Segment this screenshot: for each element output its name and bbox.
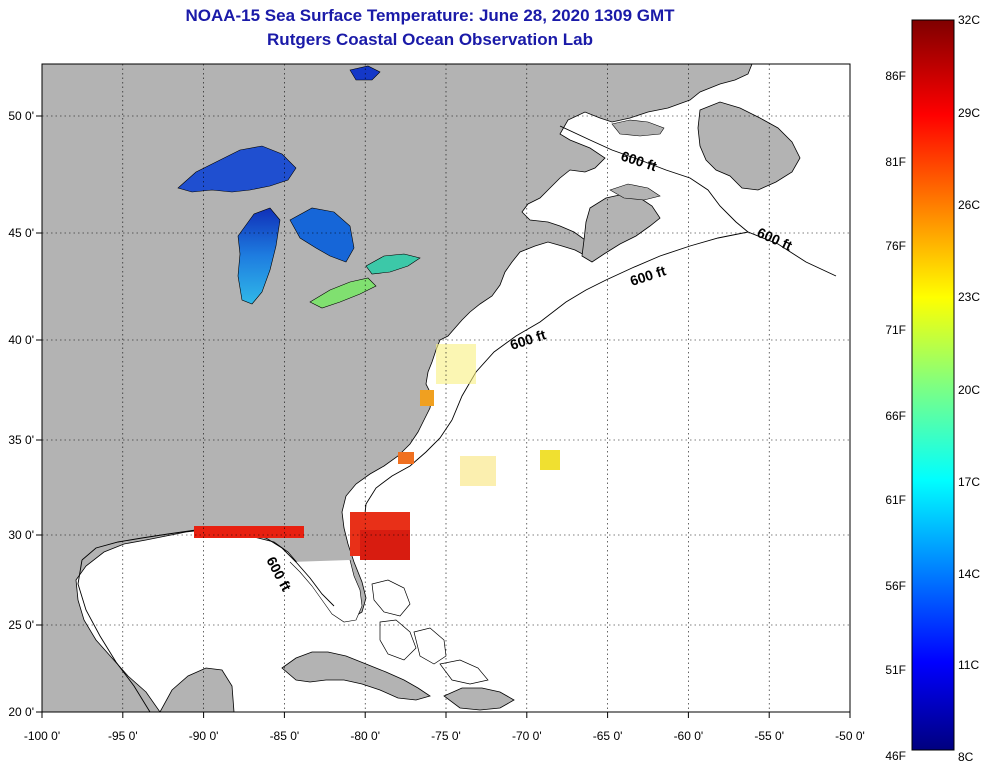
colorbar-f-label: 61F [885,493,906,507]
latitude-label: 50 0' [8,109,34,123]
latitude-label: 30 0' [8,528,34,542]
colorbar-c-label: 32C [958,13,980,27]
colorbar-c-label: 17C [958,475,980,489]
colorbar-celsius-labels: 32C 29C 26C 23C 20C 17C 14C 11C 8C [958,13,980,764]
colorbar-c-label: 11C [958,658,979,672]
sst-observations [194,344,560,560]
latitude-label: 40 0' [8,333,34,347]
colorbar-f-label: 86F [885,69,906,83]
colorbar-c-label: 23C [958,290,980,304]
longitude-label: -50 0' [835,729,865,743]
colorbar-c-label: 14C [958,567,980,581]
longitude-label: -75 0' [431,729,461,743]
colorbar-c-label: 20C [958,383,980,397]
cuba [281,651,431,701]
longitude-label: -100 0' [24,729,60,743]
longitude-label: -90 0' [189,729,219,743]
colorbar-f-label: 66F [885,409,906,423]
latitude-labels: 50 0' 45 0' 40 0' 35 0' 30 0' 25 0' 20 0' [8,109,42,719]
map-title: NOAA-15 Sea Surface Temperature: June 28… [185,6,675,25]
latitude-label: 25 0' [8,618,34,632]
colorbar-f-label: 76F [885,239,906,253]
bahamas-banks [371,579,489,685]
latitude-label: 35 0' [8,433,34,447]
colorbar-f-label: 46F [885,749,906,763]
colorbar-c-label: 26C [958,198,980,212]
longitude-label: -55 0' [754,729,784,743]
colorbar-f-label: 71F [885,323,906,337]
latitude-label: 20 0' [8,705,34,719]
colorbar-f-label: 51F [885,663,906,677]
longitude-label: -70 0' [512,729,542,743]
longitude-label: -80 0' [350,729,380,743]
colorbar-c-label: 8C [958,750,974,764]
longitude-label: -85 0' [270,729,300,743]
great-lakes [177,65,421,309]
latitude-label: 45 0' [8,226,34,240]
graticule [42,64,850,712]
colorbar [911,19,955,751]
newfoundland [697,101,801,191]
longitude-label: -65 0' [593,729,623,743]
map-subtitle: Rutgers Coastal Ocean Observation Lab [267,30,593,49]
colorbar-c-label: 29C [958,106,980,120]
colorbar-fahrenheit-labels: 86F 81F 76F 71F 66F 61F 56F 51F 46F [885,69,906,763]
longitude-label: -60 0' [674,729,704,743]
colorbar-f-label: 81F [885,155,906,169]
colorbar-f-label: 56F [885,579,906,593]
longitude-label: -95 0' [108,729,138,743]
yucatan [159,667,235,712]
longitude-labels: -100 0' -95 0' -90 0' -85 0' -80 0' -75 0' -70… [24,712,865,743]
hispaniola [443,687,515,711]
